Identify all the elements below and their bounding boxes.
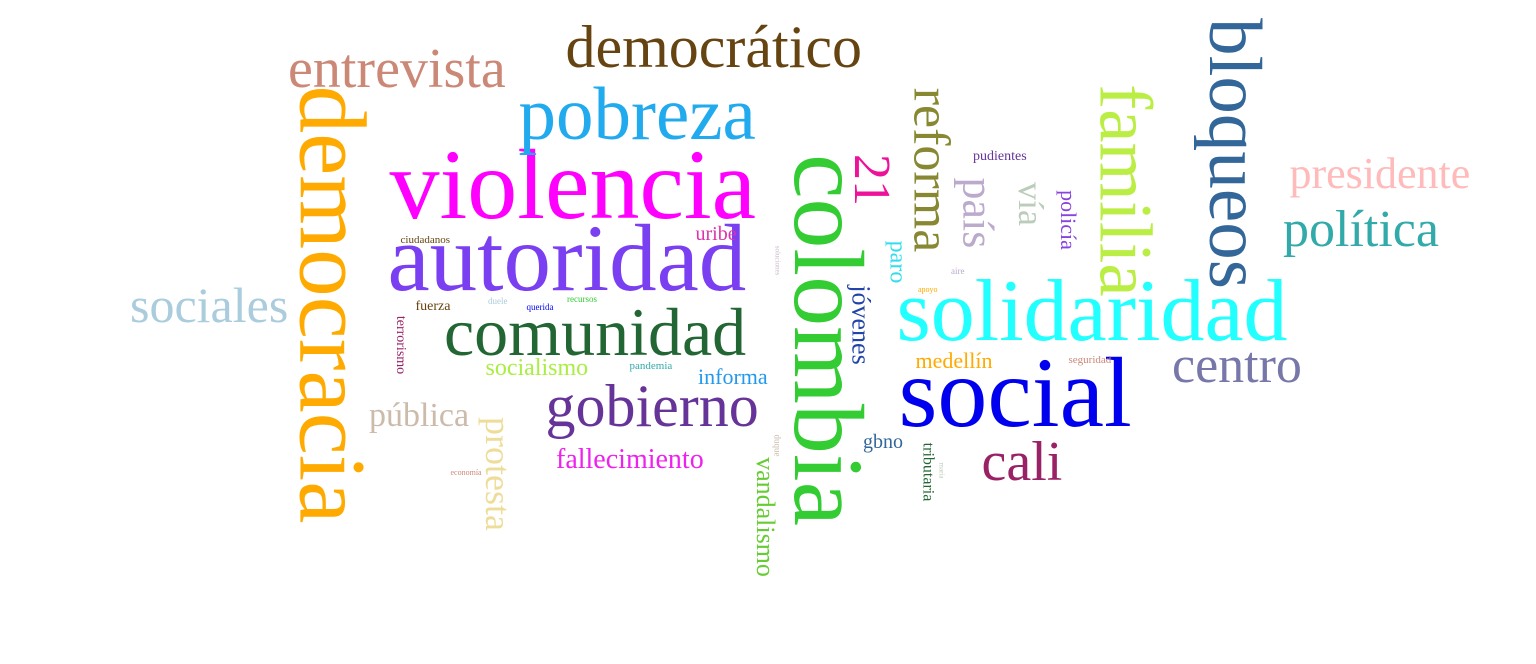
word-gobierno: gobierno	[545, 373, 759, 439]
word-via: vía	[1010, 182, 1051, 226]
word-gbno: gbno	[863, 431, 903, 453]
word-socialismo: socialismo	[485, 355, 589, 381]
word-centro: centro	[1172, 337, 1302, 394]
word-querida: querida	[526, 301, 554, 312]
word-paro: paro	[883, 240, 910, 284]
word-maria: maría	[937, 462, 946, 478]
word-democratico: democrático	[565, 14, 863, 80]
word-soluciones: soluciones	[773, 245, 782, 275]
word-21: 21	[843, 154, 900, 206]
word-aire: aire	[951, 265, 965, 276]
word-recursos: recursos	[567, 293, 597, 304]
word-publica: pública	[369, 397, 470, 434]
word-politica: política	[1283, 201, 1439, 258]
word-uribe: uribe	[695, 223, 737, 245]
word-protesta: protesta	[477, 417, 518, 531]
word-entrevista: entrevista	[288, 38, 506, 100]
word-duele: duele	[488, 295, 508, 306]
word-autoridad: autoridad	[387, 204, 747, 311]
word-pandemia: pandemia	[629, 359, 673, 372]
word-fuerza: fuerza	[415, 299, 451, 314]
word-medellin: medellín	[915, 348, 993, 373]
word-violencia: violencia	[389, 129, 757, 240]
word-solidaridad: solidaridad	[896, 263, 1288, 360]
word-jovenes: jóvenes	[846, 285, 876, 365]
word-bloqueos: bloqueos	[1192, 17, 1276, 289]
word-terrorismo: terrorismo	[393, 315, 409, 375]
word-vandalismo: vandalismo	[750, 457, 780, 577]
word-cali: cali	[981, 431, 1063, 493]
word-familia: familia	[1083, 83, 1167, 297]
word-reforma: reforma	[901, 87, 959, 253]
word-pudientes: pudientes	[973, 149, 1027, 164]
word-informa: informa	[698, 364, 768, 389]
word-ciudadanos: ciudadanos	[400, 233, 450, 246]
word-democracia: democracia	[279, 85, 386, 523]
word-policia: policía	[1055, 190, 1081, 250]
word-fallecimiento: fallecimiento	[556, 444, 704, 475]
word-presidente: presidente	[1289, 149, 1471, 198]
word-duque: duque	[772, 434, 783, 456]
word-pais: país	[952, 177, 1002, 249]
word-seguridad: seguridad	[1068, 353, 1112, 366]
word-pobreza: pobreza	[518, 72, 756, 156]
word-tributaria: tributaria	[918, 442, 936, 502]
word-economia: economía	[450, 468, 482, 477]
word-social: social	[898, 337, 1132, 448]
word-sociales: sociales	[130, 277, 289, 333]
word-apoyo: apoyo	[918, 285, 938, 294]
word-comunidad: comunidad	[444, 294, 747, 370]
